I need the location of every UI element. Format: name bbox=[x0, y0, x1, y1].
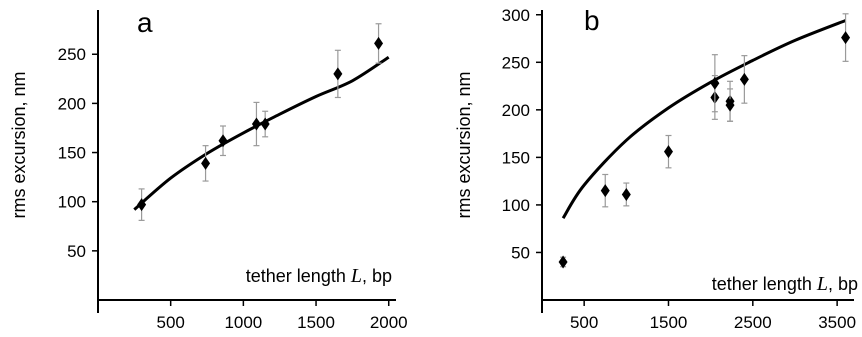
x-axis-label-prefix: tether length bbox=[712, 274, 817, 294]
data-point bbox=[137, 198, 147, 212]
y-tick-label: 100 bbox=[502, 196, 530, 215]
x-axis-label-variable: L bbox=[350, 265, 362, 287]
y-axis-label: rms excursion, nm bbox=[454, 71, 474, 218]
data-point bbox=[218, 134, 228, 148]
x-axis-label: tether length L, bp bbox=[712, 273, 858, 295]
x-axis-label-prefix: tether length bbox=[246, 266, 351, 286]
x-tick-label: 2500 bbox=[734, 313, 772, 332]
y-tick-label: 150 bbox=[58, 144, 86, 163]
x-axis-label-suffix: , bp bbox=[828, 274, 858, 294]
data-point bbox=[710, 76, 720, 90]
y-tick-label: 150 bbox=[502, 148, 530, 167]
data-point bbox=[841, 31, 851, 45]
x-axis-label-variable: L bbox=[816, 273, 828, 295]
data-point bbox=[201, 156, 211, 170]
panel-label: a bbox=[137, 7, 153, 38]
x-axis-label: tether length L, bp bbox=[246, 265, 392, 287]
data-point bbox=[725, 98, 735, 112]
x-tick-label: 3500 bbox=[818, 313, 856, 332]
y-tick-label: 50 bbox=[67, 242, 86, 261]
y-tick-label: 200 bbox=[502, 101, 530, 120]
data-point bbox=[739, 72, 749, 86]
x-axis-label-suffix: , bp bbox=[362, 266, 392, 286]
data-point bbox=[621, 187, 631, 201]
x-tick-label: 2000 bbox=[370, 313, 408, 332]
y-tick-label: 300 bbox=[502, 6, 530, 25]
y-tick-label: 250 bbox=[58, 45, 86, 64]
x-tick-label: 1000 bbox=[224, 313, 262, 332]
data-point bbox=[663, 145, 673, 159]
y-tick-label: 50 bbox=[511, 243, 530, 262]
model-curve bbox=[561, 19, 847, 220]
y-axis-label: rms excursion, nm bbox=[9, 71, 29, 218]
data-point bbox=[251, 117, 261, 131]
panel-a: a rms excursion, nm tether length L, bp … bbox=[9, 7, 408, 332]
data-point bbox=[558, 255, 568, 269]
y-tick-label: 100 bbox=[58, 193, 86, 212]
panel-label: b bbox=[584, 5, 600, 36]
x-tick-label: 500 bbox=[156, 313, 184, 332]
data-point bbox=[333, 67, 343, 81]
model-curve bbox=[133, 55, 390, 211]
data-point bbox=[260, 117, 270, 131]
x-tick-label: 1500 bbox=[650, 313, 688, 332]
data-point bbox=[600, 184, 610, 198]
x-tick-label: 500 bbox=[570, 313, 598, 332]
y-tick-label: 250 bbox=[502, 53, 530, 72]
data-point bbox=[374, 36, 384, 50]
y-tick-label: 200 bbox=[58, 94, 86, 113]
panel-b: b rms excursion, nm tether length L, bp … bbox=[454, 5, 858, 332]
x-tick-label: 1500 bbox=[297, 313, 335, 332]
